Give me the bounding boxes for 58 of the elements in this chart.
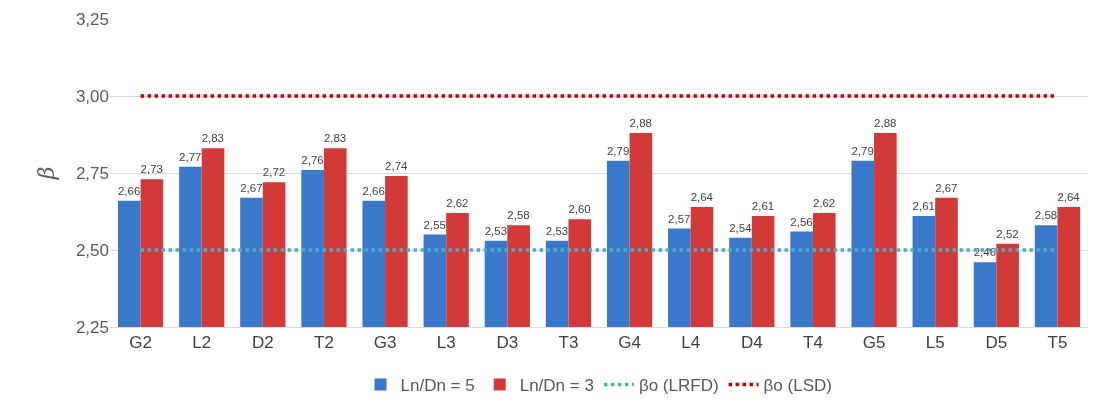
- data-label: 2,64: [690, 191, 714, 204]
- x-tick-label: L3: [436, 333, 456, 353]
- data-label: 2,60: [568, 203, 591, 216]
- x-tick-label: T5: [1047, 333, 1068, 353]
- data-label: 2,58: [1034, 209, 1058, 222]
- data-label: 2,56: [790, 215, 813, 228]
- legend-label: βo (LSD): [763, 376, 832, 396]
- x-tick-label: L4: [681, 333, 701, 353]
- x-tick-label: D3: [496, 333, 519, 353]
- y-tick-label: 3,00: [75, 86, 109, 106]
- data-label: 2,64: [1057, 191, 1081, 204]
- data-label: 2,67: [935, 181, 958, 194]
- data-label: 2,83: [201, 132, 224, 145]
- x-tick-label: T3: [558, 333, 579, 353]
- y-tick-label: 2,75: [75, 163, 109, 183]
- data-label: 2,62: [446, 197, 469, 210]
- data-label: 2,79: [851, 144, 874, 157]
- data-label: 2,53: [484, 224, 507, 237]
- data-label: 2,88: [629, 117, 652, 130]
- x-tick-label: T2: [314, 333, 334, 353]
- y-tick-label: 3,25: [75, 9, 109, 29]
- data-label: 2,61: [912, 200, 935, 213]
- legend-label: Ln/Dn = 3: [519, 376, 594, 396]
- data-label: 2,83: [323, 132, 347, 145]
- data-label: 2,52: [996, 227, 1019, 240]
- data-label: 2,46: [973, 246, 996, 259]
- data-label: 2,58: [507, 209, 530, 222]
- data-label: 2,67: [240, 181, 263, 194]
- data-label: 2,53: [545, 224, 569, 237]
- x-tick-label: G2: [129, 333, 152, 353]
- y-tick-label: 2,25: [75, 317, 109, 337]
- data-label: 2,73: [140, 163, 163, 176]
- data-label: 2,74: [385, 160, 408, 173]
- x-tick-label: G5: [862, 333, 886, 353]
- data-label: 2,54: [729, 221, 753, 234]
- x-tick-label: L2: [192, 333, 212, 353]
- data-label: 2,79: [606, 144, 630, 157]
- data-label: 2,88: [874, 117, 897, 130]
- data-label: 2,57: [668, 212, 691, 225]
- data-label: 2,77: [179, 150, 202, 163]
- data-label: 2,61: [751, 200, 775, 213]
- x-tick-label: G4: [618, 333, 641, 353]
- legend-label: βo (LRFD): [638, 376, 719, 396]
- x-tick-label: D2: [251, 333, 274, 353]
- x-tick-label: T4: [803, 333, 823, 353]
- data-label: 2,66: [362, 184, 385, 197]
- data-label: 2,76: [301, 154, 324, 167]
- x-tick-label: L5: [925, 333, 945, 353]
- y-axis-title: β: [33, 166, 59, 181]
- x-tick-label: D4: [740, 333, 763, 353]
- data-label: 2,66: [117, 184, 141, 197]
- data-label: 2,72: [262, 166, 286, 179]
- legend-label: Ln/Dn = 5: [400, 376, 475, 396]
- data-label: 2,55: [423, 218, 446, 231]
- x-tick-label: D5: [985, 333, 1008, 353]
- data-label: 2,62: [812, 197, 836, 210]
- x-tick-label: G3: [373, 333, 397, 353]
- y-tick-label: 2,50: [75, 240, 109, 260]
